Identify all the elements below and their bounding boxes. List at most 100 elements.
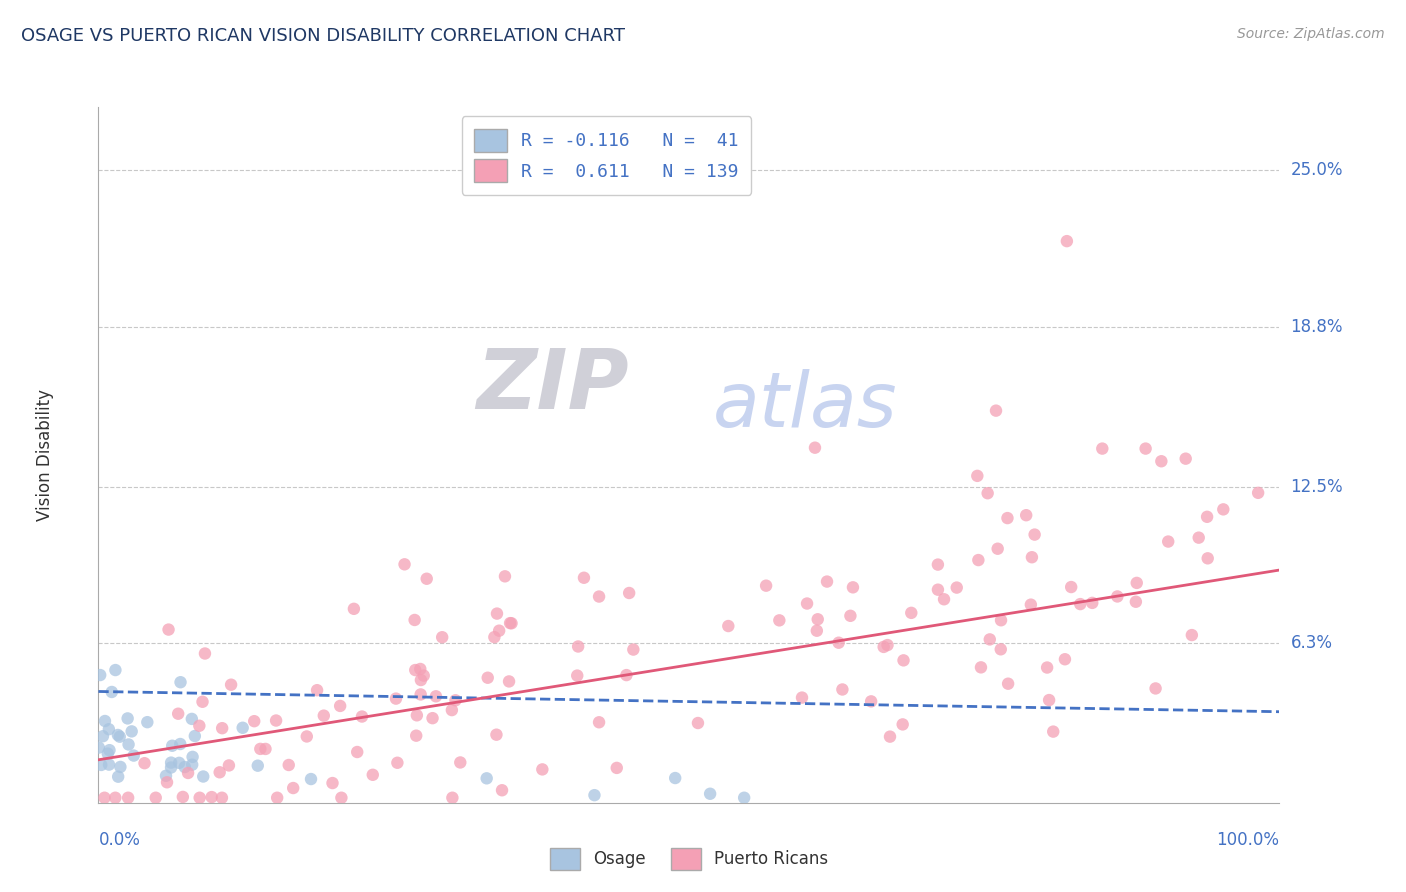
Point [361, 768, 384, 782]
Point [567, 668, 589, 682]
Text: ZIP: ZIP [477, 345, 628, 425]
Point [117, 738, 139, 752]
Point [350, 709, 373, 723]
Point [191, 695, 214, 709]
Point [117, 711, 139, 725]
Point [409, 688, 432, 702]
Point [134, 756, 156, 771]
Point [860, 694, 883, 708]
Point [180, 712, 202, 726]
Point [188, 719, 211, 733]
Point [485, 607, 508, 621]
Point [1247, 486, 1270, 500]
Point [967, 553, 990, 567]
Point [91, 729, 114, 743]
Point [1081, 596, 1104, 610]
Point [617, 586, 640, 600]
Point [806, 624, 828, 638]
Point [984, 403, 1007, 417]
Point [117, 790, 139, 805]
Point [1135, 442, 1157, 456]
Point [444, 693, 467, 707]
Point [997, 511, 1019, 525]
Point [990, 613, 1012, 627]
Point [891, 717, 914, 731]
Point [173, 760, 195, 774]
Point [621, 642, 644, 657]
Point [1181, 628, 1204, 642]
Point [1188, 531, 1211, 545]
Point [807, 612, 830, 626]
Point [1036, 660, 1059, 674]
Point [485, 728, 508, 742]
Point [966, 468, 988, 483]
Point [449, 756, 471, 770]
Point [266, 790, 288, 805]
Point [211, 790, 233, 805]
Point [136, 715, 159, 730]
Point [432, 630, 454, 644]
Point [494, 569, 516, 583]
Text: 25.0%: 25.0% [1291, 161, 1343, 179]
Point [499, 616, 522, 631]
Point [1107, 590, 1129, 604]
Point [839, 608, 862, 623]
Point [1024, 527, 1046, 541]
Point [264, 714, 287, 728]
Point [107, 770, 129, 784]
Point [346, 745, 368, 759]
Point [990, 642, 1012, 657]
Point [425, 690, 447, 704]
Point [664, 771, 686, 785]
Point [796, 597, 818, 611]
Point [98, 757, 121, 772]
Point [440, 703, 463, 717]
Point [1150, 454, 1173, 468]
Point [893, 653, 915, 667]
Point [277, 758, 299, 772]
Point [249, 742, 271, 756]
Point [815, 574, 838, 589]
Point [422, 711, 444, 725]
Point [842, 580, 865, 594]
Point [89, 668, 111, 682]
Point [156, 775, 179, 789]
Point [87, 740, 110, 755]
Point [1042, 724, 1064, 739]
Point [572, 571, 595, 585]
Point [104, 663, 127, 677]
Point [194, 647, 217, 661]
Point [531, 763, 554, 777]
Point [283, 780, 305, 795]
Point [409, 662, 432, 676]
Point [699, 787, 721, 801]
Point [343, 602, 366, 616]
Point [101, 685, 124, 699]
Point [932, 592, 955, 607]
Point [976, 486, 998, 500]
Point [93, 790, 115, 805]
Point [169, 737, 191, 751]
Point [831, 682, 853, 697]
Point [1053, 652, 1076, 666]
Point [172, 789, 194, 804]
Point [488, 624, 510, 638]
Point [588, 590, 610, 604]
Point [945, 581, 967, 595]
Point [927, 582, 949, 597]
Point [97, 722, 120, 736]
Point [501, 616, 523, 631]
Point [160, 756, 183, 770]
Point [219, 678, 242, 692]
Text: atlas: atlas [713, 369, 897, 443]
Point [404, 663, 426, 677]
Point [329, 698, 352, 713]
Point [1212, 502, 1234, 516]
Point [394, 558, 416, 572]
Point [184, 729, 207, 743]
Point [1197, 509, 1219, 524]
Text: 100.0%: 100.0% [1216, 830, 1279, 848]
Point [755, 579, 778, 593]
Point [1038, 693, 1060, 707]
Point [1069, 597, 1091, 611]
